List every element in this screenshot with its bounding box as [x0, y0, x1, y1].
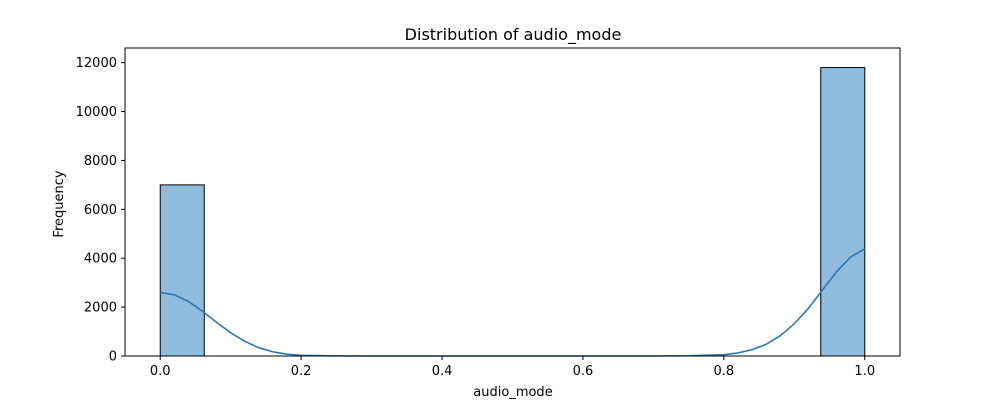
y-tick-label: 12000 [76, 56, 117, 71]
y-tick-label: 0 [109, 350, 117, 365]
x-tick-label: 0.0 [150, 364, 171, 379]
chart-title: Distribution of audio_mode [405, 25, 622, 45]
kde-line [160, 248, 866, 357]
x-tick-label: 0.4 [432, 364, 453, 379]
x-axis-ticks: 0.0 0.2 0.4 0.6 0.8 1.0 [150, 356, 875, 379]
x-tick-label: 0.6 [573, 364, 594, 379]
y-tick-label: 2000 [84, 301, 117, 316]
y-tick-label: 6000 [84, 203, 117, 218]
y-axis-ticks: 0 2000 4000 6000 8000 10000 12000 [76, 56, 125, 365]
histogram-bars [159, 67, 866, 357]
y-tick-label: 4000 [84, 252, 117, 267]
x-tick-label: 0.8 [714, 364, 735, 379]
x-tick-label: 0.2 [291, 364, 312, 379]
y-tick-label: 8000 [84, 154, 117, 169]
y-axis-label: Frequency [52, 170, 67, 237]
plot-frame [124, 47, 901, 357]
y-tick-label: 10000 [76, 105, 117, 120]
x-axis-label: audio_mode [473, 385, 552, 400]
histogram-bar-0 [159, 184, 205, 357]
x-tick-label: 1.0 [854, 364, 875, 379]
histogram-bar-1 [820, 67, 866, 357]
